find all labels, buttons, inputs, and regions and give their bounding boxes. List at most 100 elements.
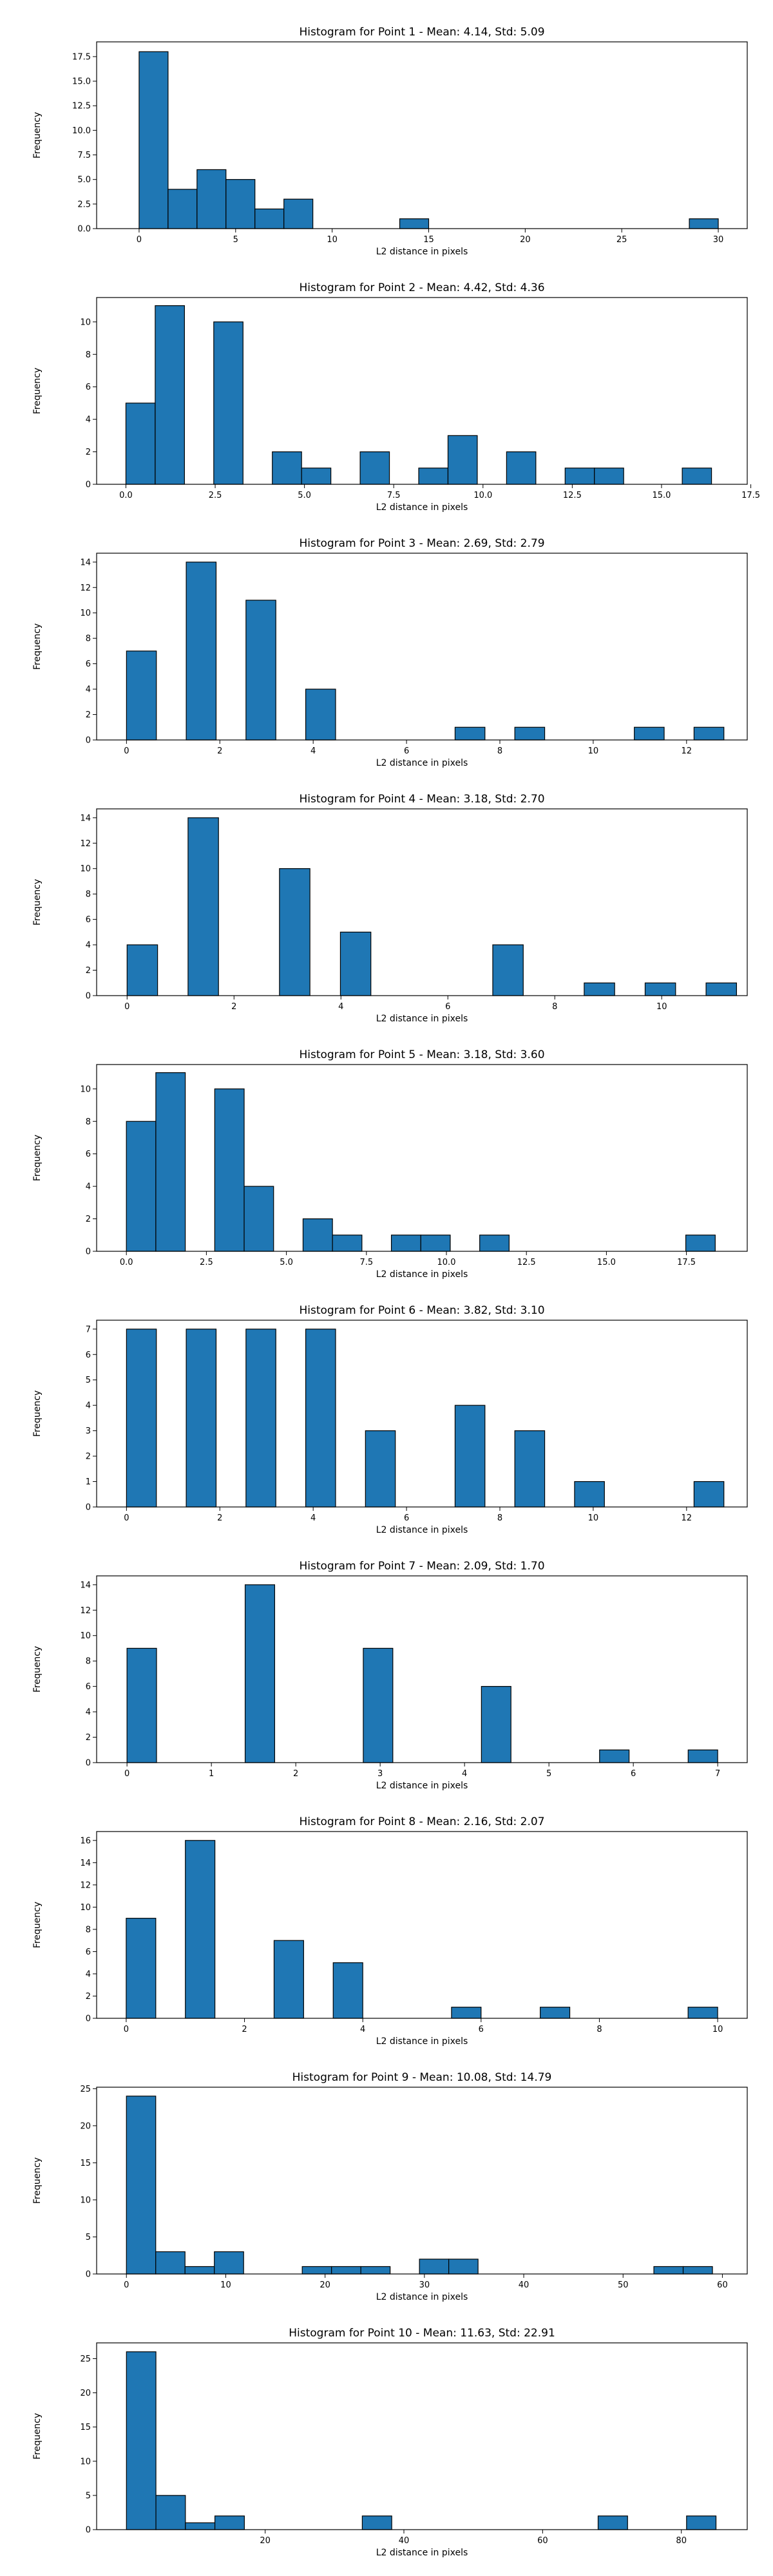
x-tick-label: 60 — [537, 2536, 548, 2546]
y-tick-label: 5 — [86, 2233, 91, 2242]
histogram-panel-1: Histogram for Point 1 - Mean: 4.14, Std:… — [32, 26, 748, 257]
y-tick-label: 25 — [80, 2085, 91, 2094]
histogram-bar — [492, 944, 524, 996]
x-axis-label: L2 distance in pixels — [376, 758, 468, 768]
x-tick-label: 0 — [124, 1769, 129, 1779]
y-axis-label: Frequency — [32, 879, 43, 925]
y-tick-label: 4 — [86, 1182, 91, 1192]
x-tick-label: 20 — [260, 2536, 271, 2546]
histogram-bar — [243, 1186, 274, 1252]
y-tick-label: 4 — [86, 685, 91, 695]
y-tick-label: 6 — [86, 383, 91, 392]
histogram-bar — [399, 218, 430, 229]
y-tick-label: 12.5 — [72, 102, 91, 111]
histogram-bar — [305, 1329, 336, 1508]
histogram-panel-6: Histogram for Point 6 - Mean: 3.82, Std:… — [32, 1304, 748, 1535]
y-tick-label: 4 — [86, 1969, 91, 1979]
x-tick-label: 7 — [715, 1769, 720, 1779]
x-tick-label: 0 — [124, 1002, 129, 1012]
y-tick-label: 2 — [86, 1452, 91, 1462]
histogram-bar — [301, 2266, 332, 2275]
histogram-bar — [687, 2007, 718, 2019]
histogram-bar — [506, 451, 537, 485]
chart-title: Histogram for Point 8 - Mean: 2.16, Std:… — [299, 1815, 544, 1828]
histogram-bar — [359, 451, 390, 485]
y-tick-label: 0 — [86, 2526, 91, 2535]
x-tick-label: 0 — [124, 2025, 129, 2034]
y-tick-label: 10 — [80, 317, 91, 327]
x-tick-label: 15 — [423, 235, 434, 245]
x-tick-label: 10 — [712, 2025, 723, 2034]
histogram-bar — [273, 1940, 304, 2019]
y-tick-label: 6 — [86, 1350, 91, 1360]
histogram-bar — [126, 1329, 157, 1508]
x-tick-label: 5.0 — [280, 1258, 293, 1267]
y-tick-label: 17.5 — [72, 52, 91, 62]
plot-frame — [96, 808, 748, 996]
histogram-bar — [594, 468, 624, 485]
y-tick-label: 0.0 — [77, 225, 91, 234]
histogram-bar — [332, 1235, 363, 1252]
x-tick-label: 30 — [419, 2280, 430, 2290]
y-axis-label: Frequency — [32, 1135, 43, 1181]
x-tick-label: 12 — [682, 746, 692, 756]
x-tick-label: 2 — [231, 1002, 236, 1012]
y-axis-label: Frequency — [32, 1390, 43, 1437]
x-tick-label: 0 — [124, 2280, 129, 2290]
x-tick-label: 1 — [209, 1769, 214, 1779]
y-tick-label: 7.5 — [77, 151, 91, 160]
histogram-bar — [244, 1584, 276, 1763]
x-tick-label: 4 — [462, 1769, 467, 1779]
histogram-bar — [245, 600, 276, 741]
histogram-bar — [689, 218, 719, 229]
histogram-panel-7: Histogram for Point 7 - Mean: 2.09, Std:… — [32, 1560, 748, 1791]
x-tick-label: 5 — [233, 235, 238, 245]
histogram-bar — [279, 868, 310, 996]
x-tick-label: 20 — [320, 2280, 330, 2290]
y-tick-label: 20 — [80, 2389, 91, 2398]
x-tick-label: 0.0 — [119, 491, 133, 500]
histogram-bar — [564, 468, 595, 485]
x-tick-label: 50 — [618, 2280, 629, 2290]
x-tick-label: 2.5 — [209, 491, 222, 500]
x-tick-label: 3 — [377, 1769, 383, 1779]
x-tick-label: 25 — [616, 235, 627, 245]
y-tick-label: 10 — [80, 609, 91, 618]
x-axis-label: L2 distance in pixels — [376, 2292, 468, 2302]
histogram-bar — [418, 468, 449, 485]
histogram-panel-2: Histogram for Point 2 - Mean: 4.42, Std:… — [32, 281, 760, 513]
x-tick-label: 12.5 — [563, 491, 582, 500]
histogram-bar — [125, 402, 156, 485]
x-tick-label: 15.0 — [597, 1258, 616, 1267]
histogram-bar — [185, 2522, 216, 2530]
y-tick-label: 10 — [80, 2195, 91, 2205]
y-tick-label: 15 — [80, 2423, 91, 2432]
y-tick-label: 2 — [86, 710, 91, 720]
x-tick-label: 15.0 — [652, 491, 671, 500]
y-axis-label: Frequency — [32, 112, 43, 158]
x-tick-label: 6 — [404, 1513, 409, 1523]
histogram-bar — [687, 1749, 718, 1763]
x-tick-label: 5.0 — [298, 491, 311, 500]
x-tick-label: 2 — [293, 1769, 298, 1779]
x-tick-label: 4 — [310, 1513, 316, 1523]
histogram-bar — [126, 2351, 157, 2530]
y-tick-label: 7 — [86, 1325, 91, 1334]
plot-frame — [96, 1831, 748, 2019]
plot-frame — [96, 553, 748, 741]
y-tick-label: 12 — [80, 839, 91, 849]
y-tick-label: 8 — [86, 350, 91, 360]
histogram-bar — [653, 2266, 684, 2275]
y-tick-label: 6 — [86, 915, 91, 925]
histogram-bar — [682, 2266, 713, 2275]
plot-frame — [96, 1575, 748, 1763]
y-tick-label: 4 — [86, 941, 91, 951]
histogram-bar — [155, 2495, 186, 2530]
histogram-bar — [686, 2515, 717, 2530]
histogram-bar — [331, 2266, 361, 2275]
x-tick-label: 4 — [338, 1002, 343, 1012]
histogram-panel-3: Histogram for Point 3 - Mean: 2.69, Std:… — [32, 537, 748, 768]
histogram-bar — [302, 1218, 333, 1252]
y-axis-label: Frequency — [32, 1902, 43, 1948]
x-axis-label: L2 distance in pixels — [376, 2036, 468, 2047]
